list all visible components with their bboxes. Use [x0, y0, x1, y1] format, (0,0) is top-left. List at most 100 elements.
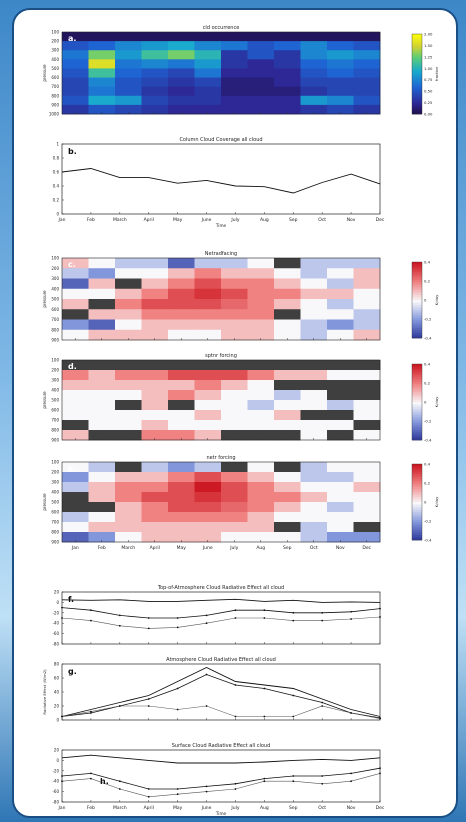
heatmap-cell-4-3-11: [353, 492, 381, 503]
x-tick-label: Nov: [347, 217, 356, 223]
series-point-7-1-6: [234, 782, 237, 785]
x-tick-label: Jan: [58, 805, 66, 811]
colorbar-swatch-2-15: [412, 300, 422, 303]
colorbar-swatch-4-21: [412, 517, 422, 521]
series-point-6-1-8: [292, 694, 295, 697]
heatmap-cell-2-2-9: [300, 278, 328, 290]
heatmap-cell-0-0-10: [327, 32, 354, 42]
series-point-5-1-11: [379, 607, 381, 610]
heatmap-cell-0-5-4: [168, 77, 195, 88]
heatmap-cell-3-4-5: [194, 400, 222, 411]
heatmap-cell-0-2-1: [88, 50, 116, 60]
heatmap-cell-3-6-11: [353, 420, 381, 431]
heatmap-cell-2-1-1: [88, 268, 116, 279]
heatmap-cell-2-0-9: [300, 258, 328, 269]
colorbar-swatch-2-11: [412, 289, 422, 293]
colorbar-swatch-3-16: [412, 404, 422, 408]
heatmap-cell-2-4-4: [168, 299, 195, 310]
y-tick-label: 900: [51, 102, 59, 107]
heatmap-cell-2-1-2: [115, 268, 142, 279]
y-tick-label: 800: [51, 93, 59, 98]
heatmap-cell-4-1-2: [115, 472, 142, 483]
heatmap-cell-3-0-1: [88, 360, 116, 371]
colorbar-tick-label: 1.25: [424, 54, 433, 59]
heatmap-cell-0-7-0: [62, 95, 89, 106]
heatmap-cell-2-2-4: [168, 278, 195, 290]
series-point-6-2-0: [61, 715, 63, 718]
y-tick-label: 200: [51, 368, 59, 373]
colorbar-swatch-2-16: [412, 302, 422, 306]
heatmap-cell-4-4-3: [141, 502, 169, 513]
colorbar-swatch-2-6: [412, 277, 422, 281]
plot-border: [61, 257, 381, 341]
x-tick-label: Sep: [289, 217, 298, 223]
x-tick-label: March: [113, 217, 127, 223]
colorbar-tick-label: 0.2: [424, 279, 431, 284]
y-tick-label: 400: [51, 490, 59, 495]
colorbar-swatch-4-24: [412, 524, 422, 528]
colorbar-swatch-4-22: [412, 519, 422, 523]
colorbar-tick-label: 0.25: [424, 100, 433, 105]
colorbar-swatch-0-26: [412, 103, 422, 107]
y-tick-label: -40: [52, 621, 59, 626]
heatmap-cell-2-7-1: [88, 329, 116, 341]
heatmap-cell-2-2-0: [62, 278, 89, 290]
colorbar-swatch-3-10: [412, 389, 422, 393]
heatmap-cell-4-7-11: [353, 532, 381, 543]
heatmap-cell-4-2-1: [88, 482, 116, 493]
heatmap-cell-0-8-5: [194, 104, 222, 115]
series-point-6-1-5: [205, 673, 208, 676]
colorbar-tick-label: 0: [424, 298, 427, 303]
heatmap-cell-0-4-6: [221, 68, 248, 78]
series-point-5-2-3: [147, 627, 150, 630]
series-point-6-2-6: [234, 715, 237, 718]
heatmap-cell-2-5-10: [327, 309, 354, 320]
colorbar-swatch-4-7: [412, 481, 422, 485]
heatmap-cell-4-0-5: [194, 462, 222, 473]
colorbar-swatch-0-8: [412, 55, 422, 59]
colorbar-tick-label: 0.4: [424, 462, 431, 467]
heatmap-cell-0-0-11: [353, 32, 381, 42]
y-tick-label: 300: [51, 378, 59, 383]
colorbar-tick-label: 1.50: [424, 43, 433, 48]
heatmap-cell-2-0-5: [194, 258, 222, 269]
heatmap-cell-0-1-6: [221, 41, 248, 51]
heatmap-cell-2-5-0: [62, 309, 89, 320]
heatmap-cell-0-6-7: [247, 86, 275, 97]
colorbar-swatch-0-12: [412, 66, 422, 70]
heatmap-cell-0-1-10: [327, 41, 354, 51]
colorbar-swatch-3-26: [412, 429, 422, 433]
heatmap-cell-3-1-11: [353, 370, 381, 381]
heatmap-cell-0-5-10: [327, 77, 354, 88]
colorbar-swatch-2-5: [412, 274, 422, 278]
heatmap-cell-3-4-9: [300, 400, 328, 411]
heatmap-cell-3-7-10: [327, 430, 354, 441]
colorbar-swatch-0-17: [412, 79, 422, 83]
heatmap-cell-4-7-4: [168, 532, 195, 543]
heatmap-cell-4-2-9: [300, 482, 328, 493]
series-point-5-2-7: [263, 617, 266, 619]
heatmap-cell-4-0-8: [274, 462, 301, 473]
heatmap-cell-2-0-10: [327, 258, 354, 269]
colorbar-swatch-4-3: [412, 471, 422, 475]
colorbar-swatch-3-19: [412, 412, 422, 416]
heatmap-cell-4-7-3: [141, 532, 169, 543]
series-point-5-1-5: [205, 614, 208, 617]
heatmap-cell-2-4-7: [247, 299, 275, 310]
colorbar-tick-label: 0.2: [424, 381, 431, 386]
series-point-6-2-1: [90, 710, 92, 713]
colorbar-swatch-0-24: [412, 98, 422, 102]
chart-title: Column Cloud Coverage all cloud: [179, 137, 262, 143]
colorbar-swatch-0-27: [412, 106, 422, 110]
y-tick-label: 700: [51, 418, 59, 423]
heatmap-cell-4-7-0: [62, 532, 89, 543]
heatmap-cell-3-2-9: [300, 380, 328, 391]
series-point-7-1-5: [205, 785, 208, 788]
heatmap-cell-3-4-11: [353, 400, 381, 411]
heatmap-cell-0-4-3: [141, 68, 169, 78]
heatmap-cell-4-1-5: [194, 472, 222, 483]
heatmap-cell-0-4-4: [168, 68, 195, 78]
heatmap-cell-4-3-1: [88, 492, 116, 503]
heatmap-cell-4-6-11: [353, 522, 381, 533]
heatmap-cell-4-4-9: [300, 502, 328, 513]
